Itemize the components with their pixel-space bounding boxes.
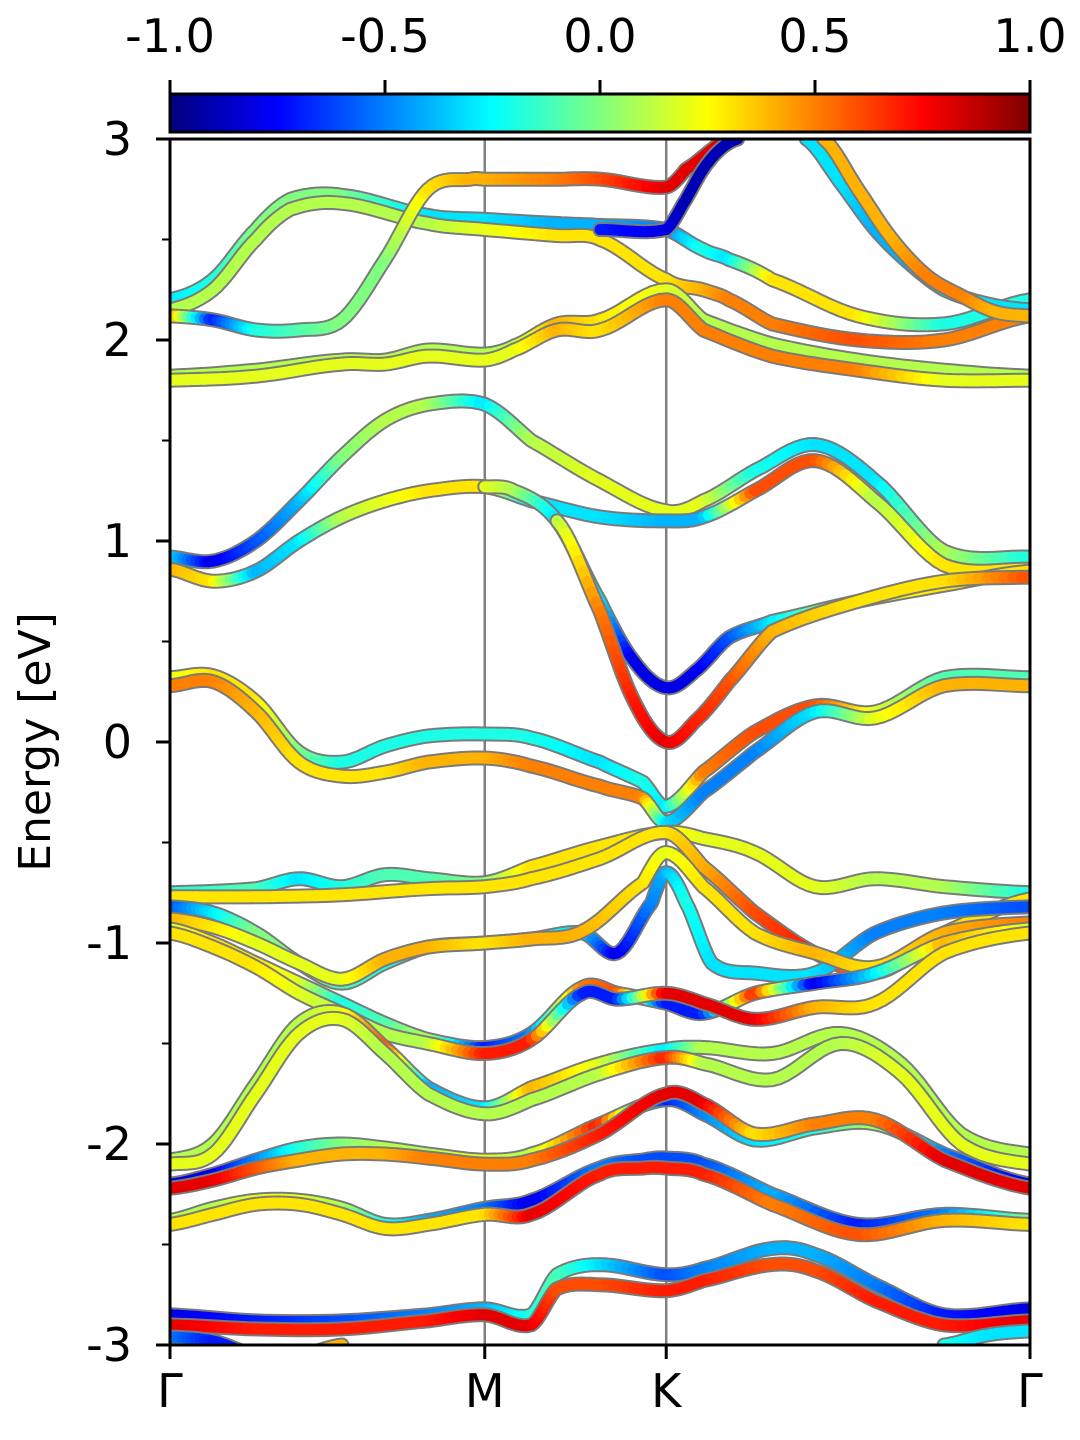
- band-17: [170, 845, 1030, 987]
- band-26: [170, 1240, 1030, 1330]
- colorbar: -1.0 -0.5 0.0 0.5 1.0: [125, 9, 1067, 134]
- band-segment: [256, 1355, 260, 1356]
- colorbar-gradient: [168, 92, 1032, 134]
- band-segment: [295, 1355, 299, 1356]
- band-1: [170, 194, 1030, 350]
- band-segment: [308, 1353, 312, 1354]
- y-tick-label: 0: [103, 715, 132, 769]
- band-segment: [252, 1354, 256, 1355]
- y-tick-label: 2: [103, 313, 132, 367]
- band-segment: [236, 1344, 242, 1345]
- x-tick-label: M: [465, 1364, 505, 1418]
- band-3: [592, 139, 746, 240]
- y-tick-label: -3: [86, 1318, 132, 1372]
- band-25: [170, 1159, 1030, 1243]
- y-tick-label: 3: [103, 112, 132, 166]
- band-segment: [318, 1344, 323, 1345]
- band-outline: [816, 139, 1030, 324]
- colorbar-tick-label: -0.5: [340, 9, 430, 63]
- band-11: [549, 513, 1030, 750]
- band-segment: [299, 1354, 303, 1355]
- band-segment: [320, 1342, 334, 1345]
- band-8: [170, 393, 1030, 570]
- y-axis-label: Energy [eV]: [10, 612, 61, 872]
- y-axis: -3 -2 -1 0 1 2 3: [86, 112, 170, 1372]
- band-segment: [230, 1342, 241, 1345]
- colorbar-tick-label: 0.5: [778, 9, 851, 63]
- y-tick-label: -1: [86, 916, 132, 970]
- band-segment: [318, 1343, 329, 1345]
- band-segment: [324, 1341, 339, 1345]
- x-tick-label: Γ: [157, 1364, 183, 1418]
- band-segment: [243, 1352, 247, 1354]
- band-15: [170, 825, 1030, 982]
- band-5: [816, 139, 1030, 324]
- band-27: [170, 1256, 1030, 1338]
- band-segment: [312, 1351, 316, 1352]
- x-tick-label: K: [651, 1364, 683, 1418]
- band-segment: [303, 1354, 307, 1355]
- band-13: [170, 672, 1030, 830]
- colorbar-tick-label: 0.0: [563, 9, 636, 63]
- y-tick-label: -2: [86, 1117, 132, 1171]
- colorbar-tick-label: -1.0: [125, 9, 215, 63]
- colorbar-tick-label: 1.0: [993, 9, 1066, 63]
- y-tick-label: 1: [103, 514, 132, 568]
- band-segment: [224, 1341, 239, 1345]
- band-21: [170, 1010, 1030, 1172]
- colorbar-ticks: -1.0 -0.5 0.0 0.5 1.0: [125, 9, 1067, 94]
- band-28: [170, 1329, 350, 1356]
- band-29: [936, 1323, 1030, 1345]
- bands: [170, 139, 1030, 1356]
- x-tick-label: Γ: [1017, 1364, 1043, 1418]
- band-7: [170, 292, 1030, 389]
- band-segment: [247, 1353, 251, 1354]
- band-2: [170, 139, 737, 339]
- band-23: [170, 1084, 1030, 1196]
- band-19: [170, 925, 1030, 1061]
